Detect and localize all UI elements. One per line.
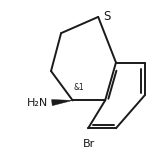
Text: S: S: [104, 10, 111, 23]
Text: H₂N: H₂N: [27, 98, 48, 108]
Text: &1: &1: [74, 83, 85, 92]
Text: Br: Br: [83, 139, 95, 149]
Polygon shape: [52, 100, 73, 106]
